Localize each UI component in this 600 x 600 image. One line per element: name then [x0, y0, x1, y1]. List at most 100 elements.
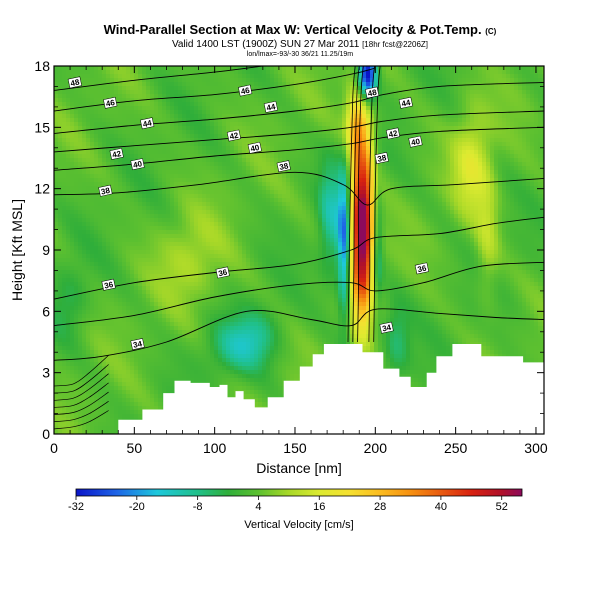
- velocity-cell: [494, 102, 499, 107]
- velocity-cell: [354, 82, 359, 87]
- velocity-cell: [398, 222, 403, 227]
- velocity-cell: [358, 210, 363, 215]
- velocity-cell: [422, 150, 427, 155]
- velocity-cell: [54, 158, 59, 163]
- velocity-cell: [94, 150, 99, 155]
- velocity-cell: [362, 138, 367, 143]
- velocity-cell: [174, 190, 179, 195]
- velocity-cell: [166, 206, 171, 211]
- velocity-cell: [426, 150, 431, 155]
- velocity-cell: [510, 170, 515, 175]
- velocity-cell: [110, 114, 115, 119]
- velocity-cell: [462, 198, 467, 203]
- velocity-cell: [286, 194, 291, 199]
- velocity-cell: [90, 118, 95, 123]
- velocity-cell: [278, 90, 283, 95]
- velocity-cell: [314, 206, 319, 211]
- velocity-cell: [122, 162, 127, 167]
- velocity-cell: [134, 94, 139, 99]
- velocity-cell: [410, 154, 415, 159]
- velocity-cell: [182, 66, 187, 71]
- velocity-cell: [482, 146, 487, 151]
- velocity-cell: [194, 74, 199, 79]
- velocity-cell: [506, 154, 511, 159]
- velocity-cell: [154, 226, 159, 231]
- velocity-cell: [70, 102, 75, 107]
- velocity-cell: [474, 130, 479, 135]
- velocity-cell: [322, 94, 327, 99]
- velocity-cell: [230, 214, 235, 219]
- velocity-cell: [246, 106, 251, 111]
- velocity-cell: [290, 98, 295, 103]
- velocity-cell: [402, 182, 407, 187]
- velocity-cell: [386, 70, 391, 75]
- velocity-cell: [502, 94, 507, 99]
- velocity-cell: [98, 206, 103, 211]
- velocity-cell: [106, 118, 111, 123]
- velocity-cell: [266, 186, 271, 191]
- velocity-cell: [370, 158, 375, 163]
- velocity-cell: [202, 66, 207, 71]
- velocity-cell: [346, 162, 351, 167]
- velocity-cell: [182, 186, 187, 191]
- velocity-cell: [66, 186, 71, 191]
- velocity-cell: [446, 134, 451, 139]
- velocity-cell: [334, 218, 339, 223]
- velocity-cell: [190, 118, 195, 123]
- velocity-cell: [454, 202, 459, 207]
- velocity-cell: [470, 78, 475, 83]
- velocity-cell: [294, 94, 299, 99]
- velocity-cell: [434, 134, 439, 139]
- velocity-cell: [198, 122, 203, 127]
- velocity-cell: [174, 206, 179, 211]
- velocity-cell: [446, 70, 451, 75]
- velocity-cell: [158, 202, 163, 207]
- velocity-cell: [510, 218, 515, 223]
- velocity-cell: [402, 198, 407, 203]
- velocity-cell: [310, 214, 315, 219]
- velocity-cell: [362, 174, 367, 179]
- velocity-cell: [390, 214, 395, 219]
- velocity-cell: [510, 214, 515, 219]
- velocity-cell: [482, 130, 487, 135]
- velocity-cell: [218, 174, 223, 179]
- velocity-cell: [294, 210, 299, 215]
- velocity-cell: [182, 126, 187, 131]
- velocity-cell: [402, 206, 407, 211]
- velocity-cell: [530, 218, 535, 223]
- velocity-cell: [362, 110, 367, 115]
- velocity-cell: [478, 102, 483, 107]
- velocity-cell: [310, 194, 315, 199]
- velocity-cell: [270, 66, 275, 71]
- velocity-cell: [534, 218, 539, 223]
- velocity-cell: [70, 214, 75, 219]
- velocity-cell: [306, 170, 311, 175]
- velocity-cell: [282, 170, 287, 175]
- velocity-cell: [522, 154, 527, 159]
- velocity-cell: [414, 170, 419, 175]
- velocity-cell: [446, 94, 451, 99]
- velocity-cell: [286, 182, 291, 187]
- velocity-cell: [230, 178, 235, 183]
- velocity-cell: [510, 162, 515, 167]
- velocity-cell: [346, 94, 351, 99]
- velocity-cell: [138, 222, 143, 227]
- velocity-cell: [386, 178, 391, 183]
- velocity-cell: [370, 206, 375, 211]
- velocity-cell: [82, 198, 87, 203]
- velocity-cell: [174, 218, 179, 223]
- velocity-cell: [290, 222, 295, 227]
- velocity-cell: [78, 206, 83, 211]
- velocity-cell: [526, 186, 531, 191]
- velocity-cell: [430, 102, 435, 107]
- velocity-cell: [130, 106, 135, 111]
- velocity-cell: [390, 202, 395, 207]
- velocity-cell: [134, 214, 139, 219]
- velocity-cell: [94, 130, 99, 135]
- velocity-cell: [510, 202, 515, 207]
- velocity-cell: [326, 98, 331, 103]
- velocity-cell: [490, 94, 495, 99]
- velocity-cell: [130, 66, 135, 71]
- velocity-cell: [534, 170, 539, 175]
- velocity-cell: [110, 130, 115, 135]
